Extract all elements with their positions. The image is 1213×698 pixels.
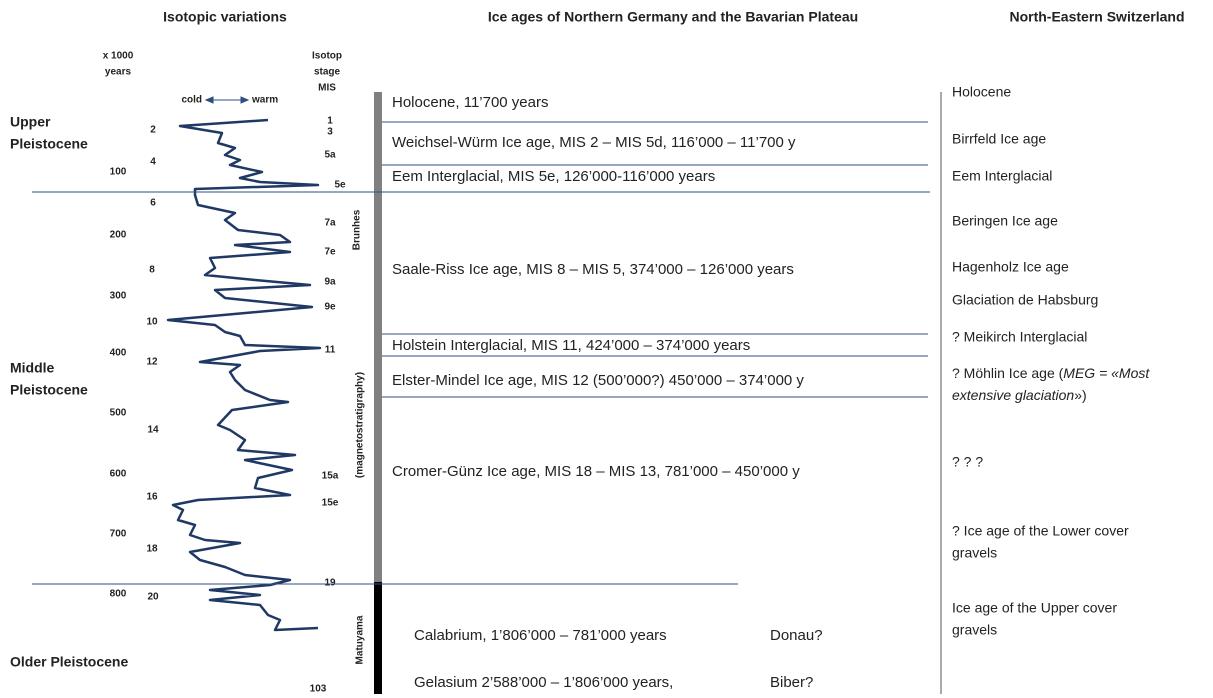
right-label: gravels bbox=[952, 545, 997, 561]
mis-label: 15e bbox=[322, 498, 339, 509]
mis-label: 5e bbox=[334, 180, 346, 191]
ice-age-label: Donau? bbox=[770, 627, 823, 644]
age-label: 100 bbox=[110, 167, 127, 178]
age-label: 600 bbox=[110, 469, 127, 480]
right-label: extensive glaciation») bbox=[952, 387, 1087, 403]
mis-label: 10 bbox=[146, 317, 158, 328]
mis-label: 15a bbox=[322, 471, 339, 482]
age-label: 400 bbox=[110, 348, 127, 359]
mis-label: 14 bbox=[147, 425, 159, 436]
right-label: ? Möhlin Ice age (MEG = «Most bbox=[952, 365, 1150, 381]
magneto-label: Brunhes bbox=[352, 209, 363, 250]
magneto-label: (magnetostratigraphy) bbox=[355, 372, 366, 478]
axis-label: Isotop bbox=[312, 51, 342, 62]
rules bbox=[32, 121, 930, 585]
right-label: Glaciation de Habsburg bbox=[952, 292, 1098, 308]
mis-label: 3 bbox=[327, 127, 333, 138]
epoch: Older Pleistocene bbox=[10, 654, 128, 670]
ice-age-label: Saale-Riss Ice age, MIS 8 – MIS 5, 374’0… bbox=[392, 261, 794, 278]
axis-label: cold bbox=[181, 95, 202, 106]
mis-label: 11 bbox=[325, 345, 336, 356]
ice-age-label: Holstein Interglacial, MIS 11, 424’000 –… bbox=[392, 337, 750, 354]
brunhes-bar bbox=[374, 92, 382, 582]
right-label: ? ? ? bbox=[952, 454, 983, 470]
text: MEG = «Most bbox=[1063, 365, 1150, 381]
epoch: Middle bbox=[10, 360, 55, 376]
axis-label: years bbox=[105, 67, 132, 78]
ice-age-label: Gelasium 2’588’000 – 1’806’000 years, bbox=[414, 674, 673, 691]
header: North-Eastern Switzerland bbox=[1009, 9, 1184, 25]
header: Ice ages of Northern Germany and the Bav… bbox=[488, 9, 858, 25]
right-label: Holocene bbox=[952, 84, 1011, 100]
epoch: Pleistocene bbox=[10, 382, 88, 398]
ice-age-label: Eem Interglacial, MIS 5e, 126’000-116’00… bbox=[392, 168, 715, 185]
right-label: Hagenholz Ice age bbox=[952, 259, 1069, 275]
mis-label: 6 bbox=[150, 198, 156, 209]
mis-label: 1 bbox=[327, 116, 333, 127]
mis-label: 12 bbox=[146, 357, 158, 368]
mis-label: 5a bbox=[324, 150, 336, 161]
ice-age-label: Calabrium, 1’806’000 – 781’000 years bbox=[414, 627, 667, 644]
right-label: gravels bbox=[952, 622, 997, 638]
mis-label: 9e bbox=[324, 302, 336, 313]
axis-label: MIS bbox=[318, 83, 336, 94]
epoch: Upper bbox=[10, 114, 51, 130]
mis-label: 7a bbox=[324, 218, 336, 229]
ice-age-label: Weichsel-Würm Ice age, MIS 2 – MIS 5d, 1… bbox=[392, 134, 796, 151]
ice-age-label: Holocene, 11’700 years bbox=[392, 94, 549, 111]
right-label: Eem Interglacial bbox=[952, 168, 1052, 184]
isotope-curve bbox=[166, 118, 322, 632]
axis-label: warm bbox=[251, 95, 278, 106]
age-label: 300 bbox=[110, 291, 127, 302]
mis-label: 7e bbox=[324, 247, 336, 258]
age-label: 700 bbox=[110, 529, 127, 540]
arrow bbox=[204, 96, 250, 104]
text: ») bbox=[1074, 387, 1086, 403]
ice-age-label: Cromer-Günz Ice age, MIS 18 – MIS 13, 78… bbox=[392, 463, 800, 480]
mis-label: 19 bbox=[324, 578, 336, 589]
mis-label: 9a bbox=[324, 277, 336, 288]
age-label: 800 bbox=[110, 589, 127, 600]
ice-age-label: Biber? bbox=[770, 674, 813, 691]
right-label: ? Meikirch Interglacial bbox=[952, 329, 1087, 345]
mis-label: 18 bbox=[146, 544, 158, 555]
axis-label: stage bbox=[314, 67, 341, 78]
mis-label: 16 bbox=[146, 492, 158, 503]
right-label: ? Ice age of the Lower cover bbox=[952, 523, 1129, 539]
magneto-label: Matuyama bbox=[355, 615, 366, 664]
header: Isotopic variations bbox=[163, 9, 287, 25]
right-label: Ice age of the Upper cover bbox=[952, 600, 1117, 616]
text: extensive glaciation bbox=[952, 387, 1074, 403]
right-label: Birrfeld Ice age bbox=[952, 131, 1046, 147]
age-label: 500 bbox=[110, 408, 127, 419]
epoch: Pleistocene bbox=[10, 136, 88, 152]
mis-label: 8 bbox=[149, 265, 155, 276]
mis-label: 4 bbox=[150, 157, 156, 168]
right-label: Beringen Ice age bbox=[952, 213, 1058, 229]
ice-age-label: Elster-Mindel Ice age, MIS 12 (500’000?)… bbox=[392, 372, 804, 389]
mis-label: 20 bbox=[147, 592, 159, 603]
axis-label: x 1000 bbox=[103, 51, 134, 62]
mis-label: 2 bbox=[150, 125, 156, 136]
age-label: 200 bbox=[110, 230, 127, 241]
matuyama-bar bbox=[374, 582, 382, 694]
age-label: 103 bbox=[310, 684, 327, 695]
text: ? Möhlin Ice age ( bbox=[952, 365, 1064, 381]
